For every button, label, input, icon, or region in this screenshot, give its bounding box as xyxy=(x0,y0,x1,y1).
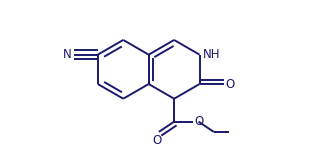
Text: N: N xyxy=(63,48,72,61)
Text: O: O xyxy=(152,133,162,146)
Text: NH: NH xyxy=(202,48,220,61)
Text: O: O xyxy=(226,78,235,91)
Text: O: O xyxy=(195,115,204,128)
